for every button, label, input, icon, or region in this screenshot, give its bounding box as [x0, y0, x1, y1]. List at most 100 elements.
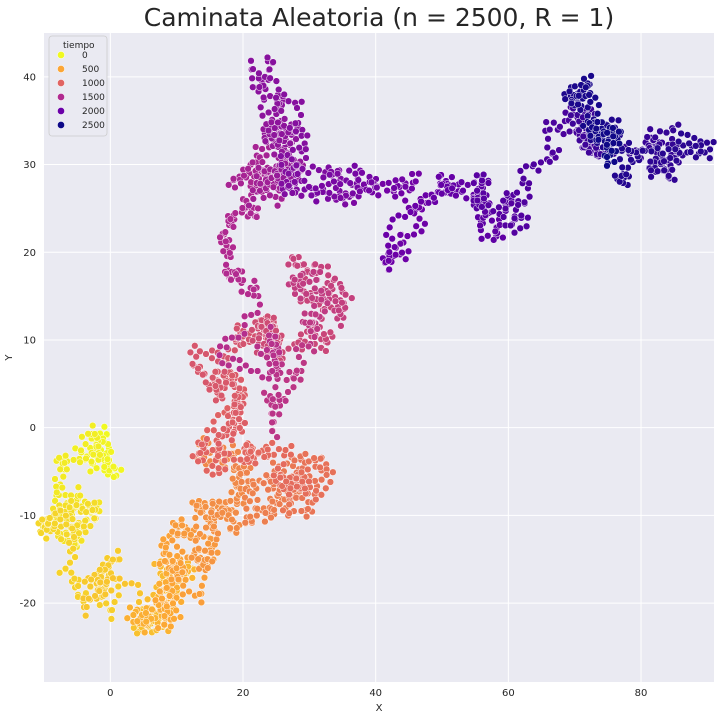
legend: tiempo 0 500 1000 1500 2000 2500: [48, 35, 108, 137]
data-point: [91, 592, 99, 600]
data-point: [268, 439, 276, 447]
data-point: [228, 418, 237, 427]
data-point: [215, 431, 223, 439]
data-point: [522, 222, 531, 230]
data-point: [677, 129, 685, 138]
data-point: [251, 459, 259, 468]
data-point: [92, 464, 101, 472]
data-point: [247, 209, 255, 217]
data-point: [185, 587, 193, 596]
data-point: [327, 282, 335, 290]
data-point: [594, 136, 603, 144]
data-point: [223, 404, 232, 412]
data-point: [276, 473, 284, 482]
data-point: [69, 545, 77, 553]
data-point: [265, 331, 273, 340]
data-point: [205, 385, 214, 394]
data-point: [424, 199, 433, 207]
data-point: [325, 189, 333, 197]
data-point: [546, 125, 554, 134]
data-point: [302, 154, 310, 162]
data-point: [326, 171, 334, 179]
data-point: [200, 574, 209, 582]
data-point: [312, 487, 320, 495]
x-tick-label: 20: [237, 688, 250, 699]
data-point: [476, 221, 484, 230]
data-point: [87, 575, 95, 584]
data-point: [301, 450, 310, 458]
data-point: [647, 166, 655, 174]
data-point: [222, 261, 230, 269]
data-point: [249, 480, 258, 489]
data-point: [38, 515, 46, 524]
data-point: [489, 207, 497, 215]
data-point: [209, 417, 218, 426]
data-point: [249, 186, 257, 194]
data-point: [499, 233, 507, 242]
data-point: [603, 162, 611, 170]
data-point: [244, 165, 252, 173]
data-point: [537, 158, 545, 167]
data-point: [586, 132, 595, 140]
data-point: [337, 284, 346, 292]
data-point: [398, 175, 406, 184]
legend-marker: [57, 65, 65, 73]
data-point: [656, 127, 664, 135]
data-point: [201, 547, 209, 555]
data-point: [167, 575, 176, 584]
data-point: [117, 466, 125, 474]
data-point: [165, 592, 174, 600]
data-point: [56, 465, 64, 473]
data-point: [177, 598, 185, 606]
data-point: [653, 144, 662, 152]
data-point: [241, 519, 249, 527]
data-point: [247, 57, 255, 65]
y-tick-label: -20: [20, 599, 36, 610]
data-point: [229, 355, 237, 363]
data-point: [280, 90, 288, 99]
y-tick-label: 40: [23, 72, 36, 83]
data-point: [284, 170, 293, 178]
data-point: [272, 359, 280, 368]
data-point: [308, 294, 316, 302]
data-point: [241, 494, 249, 502]
data-point: [174, 529, 182, 538]
data-point: [417, 227, 426, 235]
data-point: [484, 179, 493, 187]
data-point: [292, 127, 300, 135]
data-point: [110, 473, 118, 481]
data-point: [257, 323, 266, 331]
data-point: [204, 539, 212, 548]
data-point: [403, 232, 412, 240]
data-point: [507, 199, 516, 207]
data-point: [319, 173, 328, 182]
data-point: [543, 143, 551, 152]
data-point: [160, 612, 169, 620]
data-point: [335, 306, 343, 315]
data-point: [241, 419, 249, 427]
data-point: [301, 309, 309, 318]
data-point: [382, 231, 390, 239]
data-point: [297, 192, 306, 200]
data-point: [411, 202, 419, 210]
data-point: [194, 364, 202, 373]
data-point: [291, 178, 299, 186]
data-point: [260, 479, 268, 487]
data-point: [248, 337, 257, 345]
data-point: [165, 551, 174, 559]
data-point: [253, 496, 262, 504]
data-point: [304, 169, 312, 177]
data-point: [100, 423, 109, 431]
data-point: [646, 157, 655, 166]
data-point: [480, 194, 488, 203]
data-point: [134, 581, 142, 589]
data-point: [191, 514, 199, 522]
data-point: [192, 353, 200, 361]
data-point: [240, 330, 249, 338]
legend-label: 1000: [82, 79, 105, 89]
data-point: [580, 75, 588, 83]
data-point: [179, 582, 187, 590]
data-point: [582, 83, 590, 91]
data-point: [249, 489, 257, 497]
data-point: [159, 535, 167, 543]
